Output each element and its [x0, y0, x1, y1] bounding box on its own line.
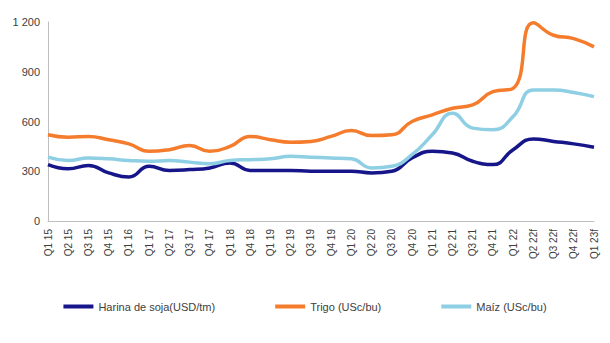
svg-text:1 200: 1 200: [12, 16, 40, 28]
svg-text:Q2 19: Q2 19: [285, 229, 296, 257]
svg-text:Q4 19: Q4 19: [326, 229, 337, 257]
svg-text:600: 600: [22, 116, 40, 128]
svg-text:Q1 20: Q1 20: [346, 229, 357, 257]
svg-text:Q4 17: Q4 17: [204, 229, 215, 257]
svg-text:Maíz (USc/bu): Maíz (USc/bu): [476, 301, 546, 313]
svg-text:Q1 21: Q1 21: [427, 229, 438, 257]
svg-text:Q3 19: Q3 19: [305, 229, 316, 257]
svg-text:Q4 15: Q4 15: [103, 229, 114, 257]
svg-text:Q1 18: Q1 18: [225, 229, 236, 257]
svg-text:Q1 15: Q1 15: [43, 229, 54, 257]
svg-text:Q2 20: Q2 20: [366, 229, 377, 257]
svg-text:Trigo (USc/bu): Trigo (USc/bu): [310, 301, 381, 313]
svg-text:Q3 22f: Q3 22f: [548, 229, 559, 259]
svg-text:Q4 18: Q4 18: [245, 229, 256, 257]
svg-text:300: 300: [22, 165, 40, 177]
svg-text:900: 900: [22, 66, 40, 78]
svg-text:Q2 15: Q2 15: [63, 229, 74, 257]
svg-text:Q2 21: Q2 21: [447, 229, 458, 257]
svg-text:Q1 16: Q1 16: [123, 229, 134, 257]
svg-text:Harina de soja(USD/tm): Harina de soja(USD/tm): [98, 301, 215, 313]
svg-text:Q1 23f: Q1 23f: [589, 229, 600, 259]
svg-text:Q1 22: Q1 22: [508, 229, 519, 257]
svg-text:0: 0: [34, 215, 40, 227]
svg-text:Q3 20: Q3 20: [386, 229, 397, 257]
svg-text:Q2 22f: Q2 22f: [528, 229, 539, 259]
svg-text:Q4 20: Q4 20: [407, 229, 418, 257]
svg-text:Q3 15: Q3 15: [83, 229, 94, 257]
svg-text:Q4 22f: Q4 22f: [568, 229, 579, 259]
svg-text:Q2 17: Q2 17: [164, 229, 175, 257]
svg-text:Q3 21: Q3 21: [467, 229, 478, 257]
svg-text:Q1 19: Q1 19: [265, 229, 276, 257]
svg-text:Q3 17: Q3 17: [184, 229, 195, 257]
svg-text:Q4 21: Q4 21: [487, 229, 498, 257]
svg-text:Q1 17: Q1 17: [144, 229, 155, 257]
